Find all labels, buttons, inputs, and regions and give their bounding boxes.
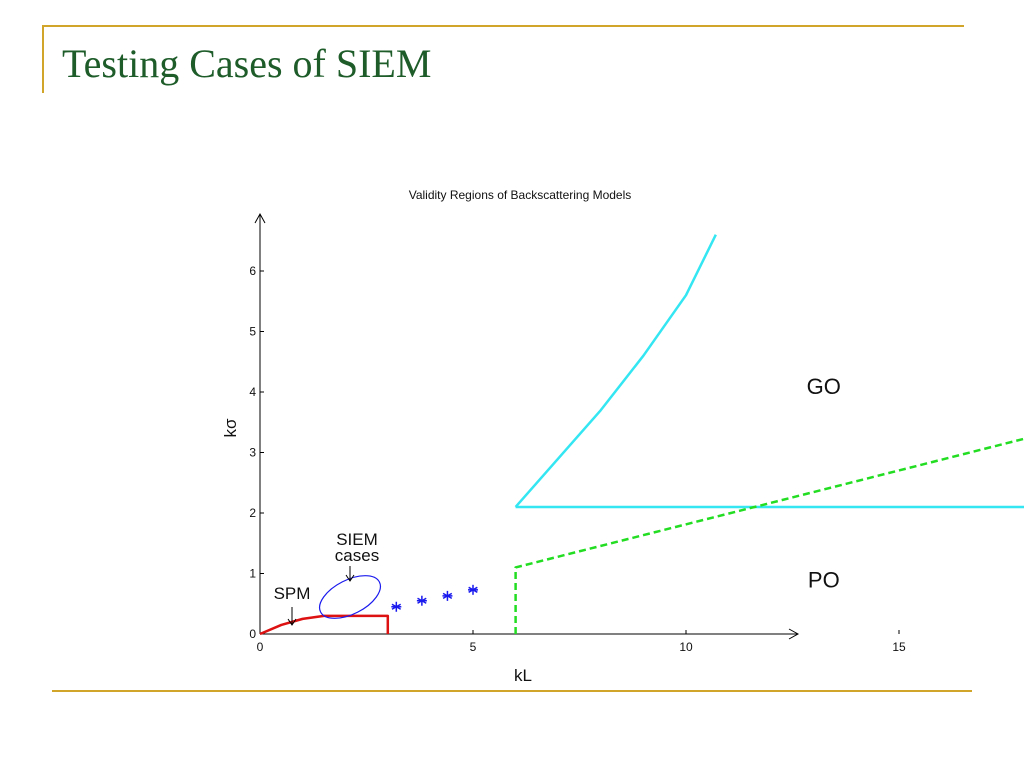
y-axis-label: kσ <box>221 418 240 438</box>
siem-cases-ellipse <box>319 575 381 619</box>
y-tick-label: 0 <box>249 627 256 641</box>
slide-title: Testing Cases of SIEM <box>62 41 432 86</box>
top-accent-rule <box>42 25 964 27</box>
x-tick-label: 5 <box>470 640 477 654</box>
bottom-accent-rule <box>52 690 972 692</box>
siem-annotation-line1: SIEM <box>336 530 378 549</box>
siem-case-point <box>468 584 478 595</box>
series-line-po-2 <box>514 437 1024 634</box>
siem-case-point <box>416 595 427 606</box>
x-tick-label: 15 <box>892 640 906 654</box>
x-axis-label: kL <box>514 666 532 685</box>
chart-title: Validity Regions of Backscattering Model… <box>409 188 632 202</box>
region-label-po: PO <box>808 568 840 593</box>
siem-case-point <box>442 590 453 601</box>
side-accent-rule <box>42 25 44 93</box>
series-line-spm-3 <box>259 614 390 636</box>
y-tick-label: 6 <box>249 264 256 278</box>
spm-annotation-arrowhead <box>287 618 297 626</box>
x-tick-label: 0 <box>257 640 264 654</box>
y-tick-label: 4 <box>249 385 256 399</box>
y-tick-label: 5 <box>249 325 256 339</box>
siem-case-point <box>391 601 402 612</box>
spm-annotation: SPM <box>274 584 311 603</box>
region-label-go: GO <box>807 374 841 399</box>
siem-annotation-arrowhead <box>345 574 355 582</box>
x-axis-arrow <box>788 628 800 640</box>
y-tick-label: 1 <box>249 567 256 581</box>
y-axis-arrow <box>254 212 266 224</box>
siem-annotation-line2: cases <box>335 546 379 565</box>
y-tick-label: 2 <box>249 506 256 520</box>
x-tick-label: 10 <box>679 640 693 654</box>
y-tick-label: 3 <box>249 446 256 460</box>
series-line-go-0 <box>514 234 717 508</box>
